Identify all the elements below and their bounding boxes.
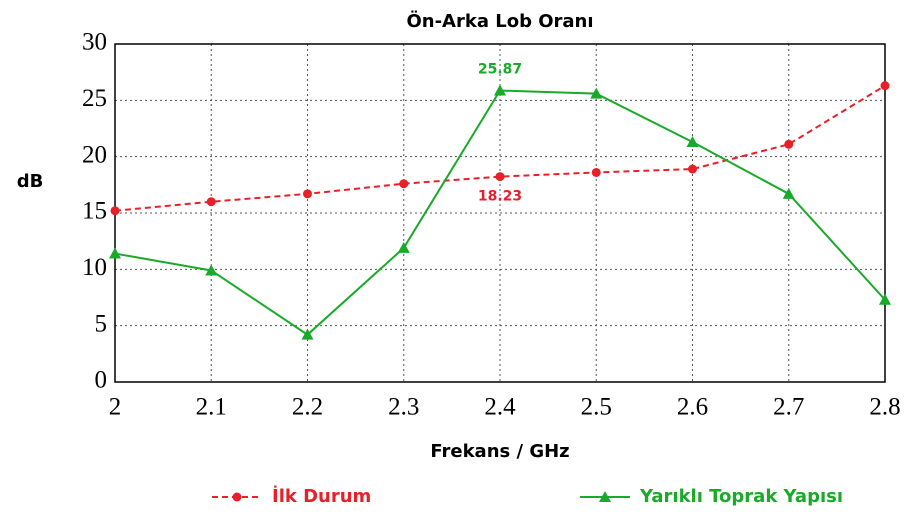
point	[590, 87, 603, 99]
point	[784, 139, 794, 149]
y-tick-label: 20	[82, 141, 107, 168]
point	[399, 179, 409, 189]
point	[782, 187, 795, 199]
x-tick-label: 2.4	[484, 394, 516, 421]
point	[688, 164, 697, 174]
x-tick-label: 2.3	[388, 394, 419, 421]
y-tick-label: 30	[82, 29, 107, 56]
y-tick-label: 15	[82, 198, 107, 225]
point	[232, 492, 242, 502]
point	[205, 264, 218, 276]
point	[303, 189, 312, 199]
point	[206, 197, 216, 207]
y-tick-label: 0	[95, 367, 108, 394]
point	[110, 206, 120, 216]
point	[109, 247, 121, 259]
point	[879, 293, 891, 305]
legend-label: Yarıklı Toprak Yapısı	[639, 486, 843, 507]
x-tick-label: 2.1	[196, 394, 227, 421]
x-tick-label: 2	[109, 394, 122, 421]
point	[494, 84, 506, 96]
y-axis-label: dB	[17, 171, 44, 192]
data-label: 25.87	[478, 62, 522, 78]
y-tick-label: 10	[82, 254, 107, 281]
chart-title: Ön-Arka Lob Oranı	[406, 10, 593, 32]
x-tick-label: 2.8	[869, 394, 900, 421]
point	[591, 167, 601, 177]
x-tick-label: 2.2	[292, 394, 323, 421]
data-label: 18.23	[478, 189, 522, 205]
point	[301, 328, 314, 340]
point	[599, 491, 611, 502]
point	[880, 81, 890, 91]
point	[686, 136, 699, 148]
x-tick-label: 2.5	[581, 394, 612, 421]
x-axis-label: Frekans / GHz	[430, 441, 569, 462]
series-line	[114, 84, 886, 212]
legend-label: İlk Durum	[272, 485, 371, 507]
y-tick-label: 25	[82, 85, 107, 112]
point	[495, 172, 505, 182]
point	[397, 241, 410, 253]
y-tick-label: 5	[95, 310, 108, 337]
x-tick-label: 2.6	[677, 394, 708, 421]
x-tick-label: 2.7	[773, 394, 804, 421]
